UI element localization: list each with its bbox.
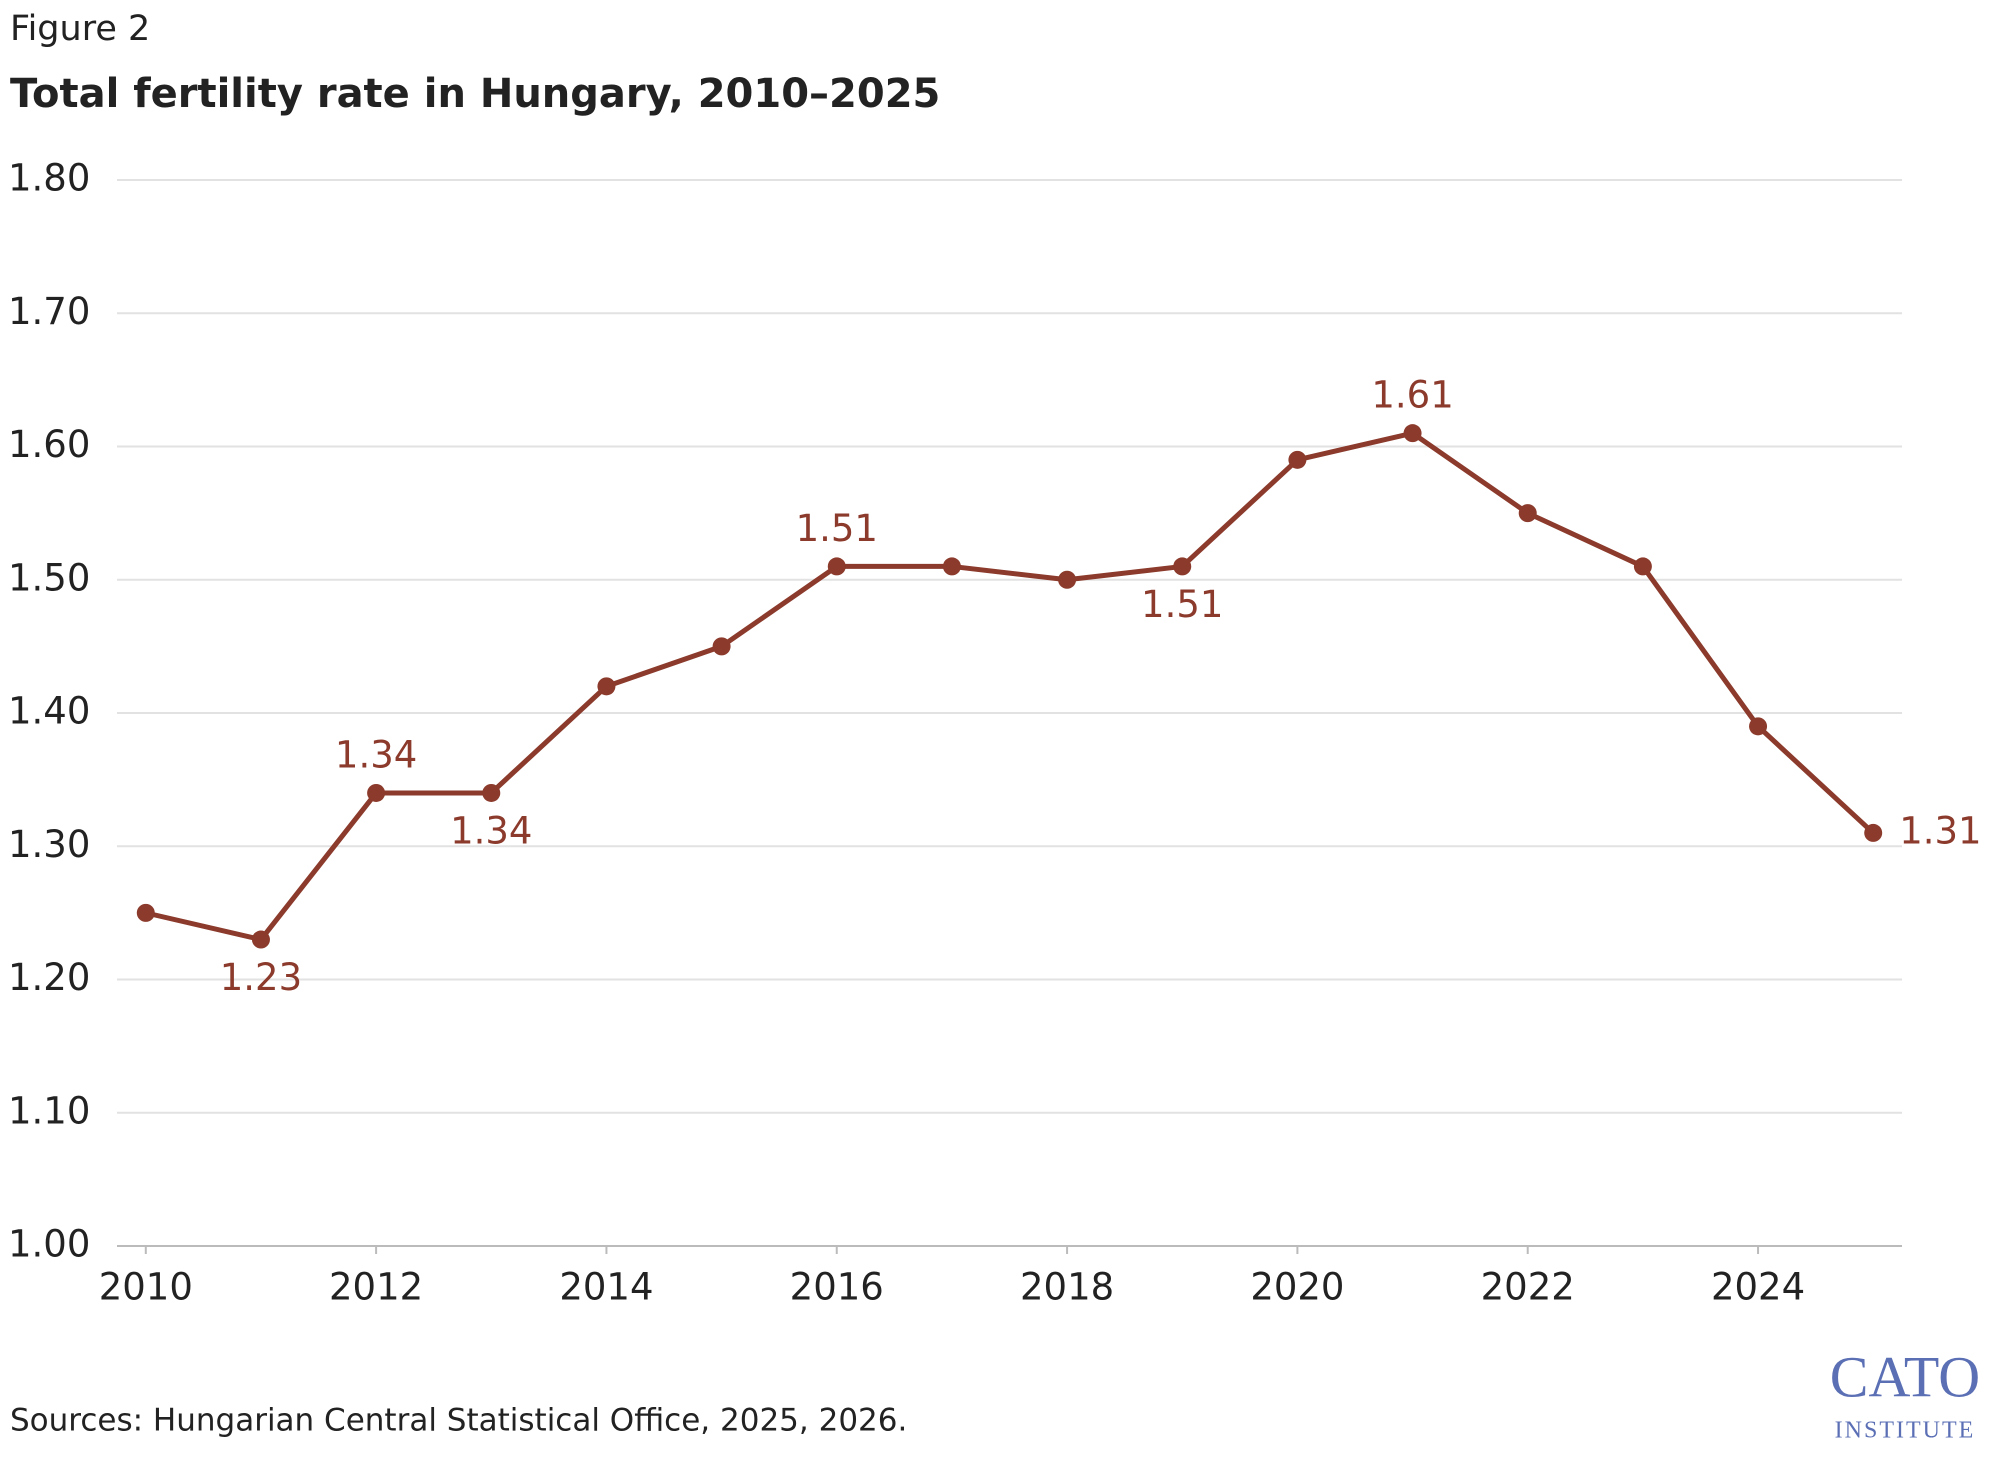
x-tick-label: 2024 [1711, 1266, 1805, 1309]
y-tick-label: 1.10 [8, 1089, 90, 1132]
y-tick-label: 1.80 [8, 157, 90, 200]
x-tick-label: 2022 [1481, 1266, 1575, 1309]
y-tick-label: 1.00 [8, 1223, 90, 1266]
data-point [1749, 717, 1768, 736]
data-point [1403, 424, 1422, 443]
data-point [942, 557, 961, 576]
data-label: 1.61 [1371, 374, 1453, 417]
data-point [136, 903, 155, 922]
data-point [712, 637, 731, 656]
data-point [482, 783, 501, 802]
data-point [367, 783, 386, 802]
data-point [1518, 504, 1537, 523]
data-label: 1.51 [1141, 583, 1223, 626]
x-tick-label: 2018 [1020, 1266, 1114, 1309]
y-tick-label: 1.50 [8, 556, 90, 599]
data-point [1058, 570, 1077, 589]
data-point [1864, 823, 1883, 842]
y-tick-label: 1.30 [8, 823, 90, 866]
chart-title: Total fertility rate in Hungary, 2010–20… [10, 71, 940, 117]
logo-subtitle: INSTITUTE [1835, 1418, 1976, 1444]
data-point [1633, 557, 1652, 576]
series-line [145, 430, 1875, 943]
data-point [1288, 450, 1307, 469]
y-tick-label: 1.20 [8, 956, 90, 999]
data-label: 1.51 [796, 507, 878, 550]
x-tick-label: 2010 [99, 1266, 193, 1309]
data-point [251, 930, 270, 949]
data-label: 1.34 [335, 733, 417, 776]
x-tick-label: 2014 [559, 1266, 653, 1309]
data-label: 1.31 [1899, 809, 1981, 852]
y-tick-label: 1.40 [8, 690, 90, 733]
y-tick-label: 1.70 [8, 290, 90, 333]
x-tick-label: 2016 [790, 1266, 884, 1309]
data-label: 1.34 [450, 809, 532, 852]
y-tick-label: 1.60 [8, 423, 90, 466]
data-point [827, 557, 846, 576]
data-point [597, 677, 616, 696]
x-tick-label: 2012 [329, 1266, 423, 1309]
logo: CATO [1830, 1344, 1980, 1409]
x-tick-label: 2020 [1250, 1266, 1344, 1309]
source-note: Sources: Hungarian Central Statistical O… [10, 1403, 907, 1439]
figure-label: Figure 2 [10, 9, 150, 49]
data-label: 1.23 [220, 956, 302, 999]
data-point [1173, 557, 1192, 576]
